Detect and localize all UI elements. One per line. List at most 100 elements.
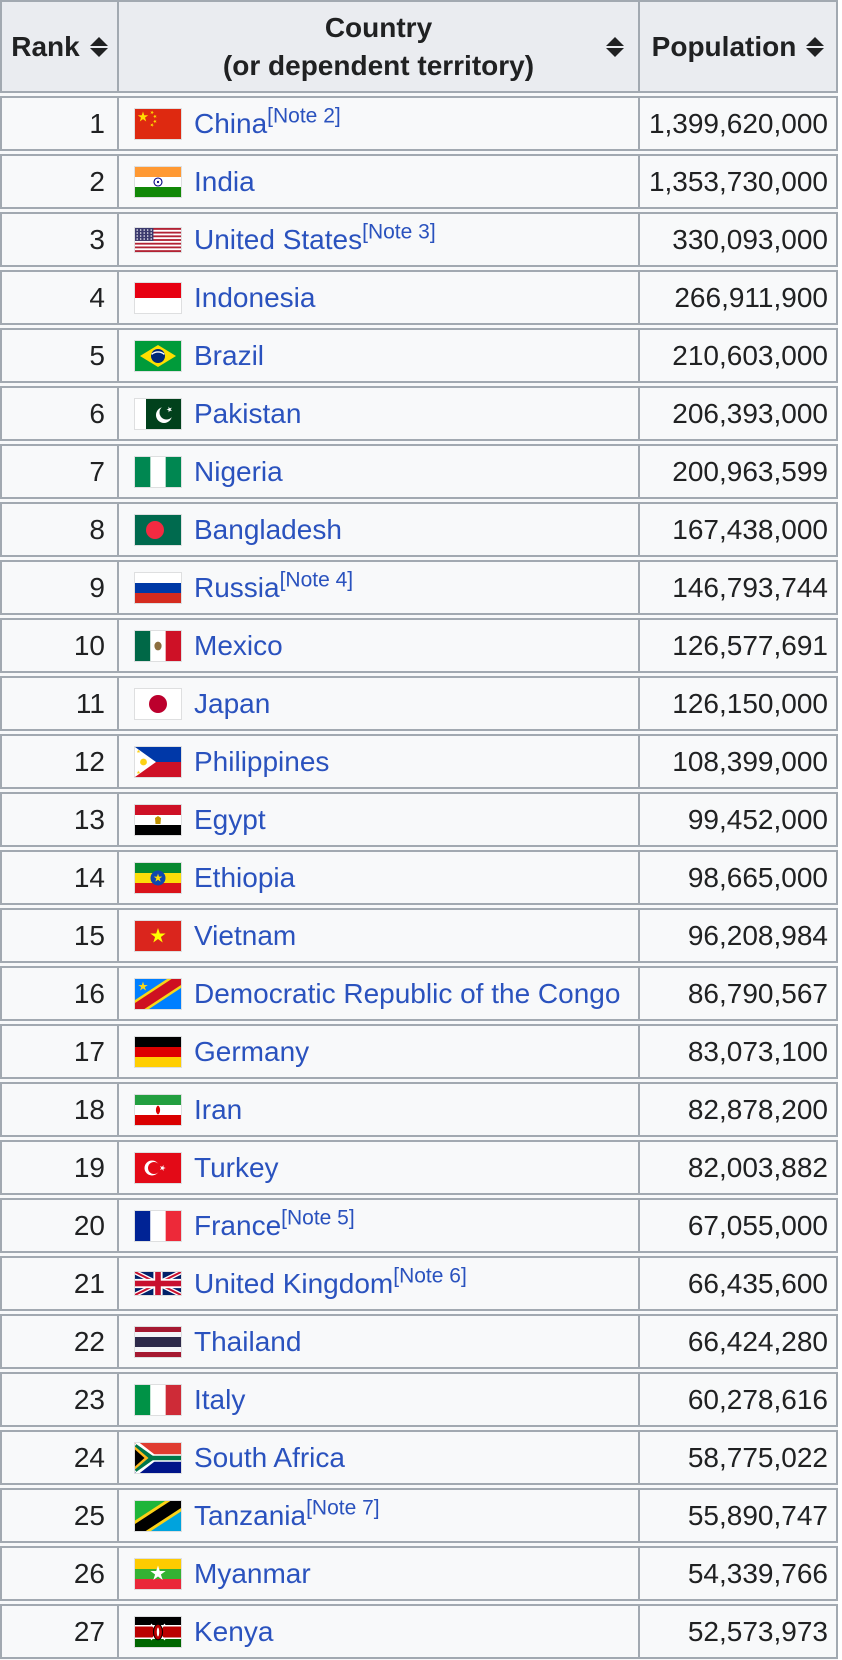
country-cell: Iran [117, 1082, 638, 1137]
population-cell: 82,878,200 [638, 1082, 838, 1137]
flag-icon-egypt [135, 804, 181, 835]
population-cell: 200,963,599 [638, 444, 838, 499]
rank-cell: 17 [0, 1024, 117, 1079]
country-cell: Bangladesh [117, 502, 638, 557]
note-link[interactable]: [Note 7] [306, 1496, 380, 1520]
flag-icon-turkey [135, 1152, 181, 1183]
country-link[interactable]: Myanmar [194, 1557, 311, 1589]
flag-icon-china [135, 108, 181, 139]
country-link[interactable]: United Kingdom [194, 1267, 394, 1299]
table-row: 27 Kenya 52,573,973 [0, 1604, 838, 1659]
population-cell: 266,911,900 [638, 270, 838, 325]
country-link[interactable]: Mexico [194, 629, 283, 661]
header-rank-label: Rank [11, 30, 80, 62]
table-row: 12 Philippines 108,399,000 [0, 734, 838, 789]
rank-cell: 15 [0, 908, 117, 963]
country-link[interactable]: United States [194, 223, 363, 255]
country-link[interactable]: Germany [194, 1035, 310, 1067]
population-cell: 54,339,766 [638, 1546, 838, 1601]
table-row: 22 Thailand 66,424,280 [0, 1314, 838, 1369]
country-link[interactable]: Russia [194, 571, 280, 603]
country-link[interactable]: South Africa [194, 1441, 345, 1473]
population-cell: 1,353,730,000 [638, 154, 838, 209]
rank-cell: 22 [0, 1314, 117, 1369]
country-cell: Egypt [117, 792, 638, 847]
flag-icon-mexico [135, 630, 181, 661]
country-cell: China[Note 2] [117, 96, 638, 151]
country-link[interactable]: China [194, 107, 268, 139]
note-link[interactable]: [Note 2] [267, 104, 341, 128]
country-link[interactable]: India [194, 165, 255, 197]
table-row: 23 Italy 60,278,616 [0, 1372, 838, 1427]
population-cell: 126,150,000 [638, 676, 838, 731]
sort-arrows-icon[interactable] [606, 36, 624, 57]
flag-icon-italy [135, 1384, 181, 1415]
country-link[interactable]: Thailand [194, 1325, 302, 1357]
country-cell: Democratic Republic of the Congo [117, 966, 638, 1021]
flag-icon-uk [135, 1272, 181, 1295]
flag-icon-indonesia [135, 282, 181, 313]
rank-cell: 9 [0, 560, 117, 615]
table-row: 17 Germany 83,073,100 [0, 1024, 838, 1079]
population-cell: 60,278,616 [638, 1372, 838, 1427]
note-link[interactable]: [Note 6] [393, 1264, 467, 1288]
flag-icon-kenya [135, 1616, 181, 1647]
country-cell: Turkey [117, 1140, 638, 1195]
header-population[interactable]: Population [638, 0, 838, 93]
country-link[interactable]: Italy [194, 1383, 246, 1415]
note-link[interactable]: [Note 3] [362, 220, 436, 244]
country-link[interactable]: Vietnam [194, 919, 297, 951]
country-link[interactable]: Brazil [194, 339, 265, 371]
population-cell: 55,890,747 [638, 1488, 838, 1543]
table-row: 15 Vietnam 96,208,984 [0, 908, 838, 963]
population-cell: 96,208,984 [638, 908, 838, 963]
rank-cell: 3 [0, 212, 117, 267]
rank-cell: 7 [0, 444, 117, 499]
header-country[interactable]: Country (or dependent territory) [117, 0, 638, 93]
population-cell: 66,424,280 [638, 1314, 838, 1369]
country-cell: Pakistan [117, 386, 638, 441]
country-link[interactable]: Turkey [194, 1151, 279, 1183]
country-link[interactable]: Ethiopia [194, 861, 296, 893]
country-link[interactable]: Tanzania [194, 1499, 307, 1531]
country-cell: United States[Note 3] [117, 212, 638, 267]
country-cell: Tanzania[Note 7] [117, 1488, 638, 1543]
flag-icon-ethiopia [135, 862, 181, 893]
table-row: 16 Democratic Republic of the Congo 86,790… [0, 966, 838, 1021]
population-cell: 58,775,022 [638, 1430, 838, 1485]
country-link[interactable]: Democratic Republic of the Congo [194, 977, 621, 1009]
rank-cell: 26 [0, 1546, 117, 1601]
table-row: 18 Iran 82,878,200 [0, 1082, 838, 1137]
country-link[interactable]: Japan [194, 687, 271, 719]
country-cell: Vietnam [117, 908, 638, 963]
population-cell: 99,452,000 [638, 792, 838, 847]
flag-icon-philippines [135, 746, 181, 777]
country-link[interactable]: Egypt [194, 803, 266, 835]
sort-arrows-icon[interactable] [806, 36, 825, 57]
country-link[interactable]: Nigeria [194, 455, 283, 487]
country-link[interactable]: Philippines [194, 745, 330, 777]
country-cell: Japan [117, 676, 638, 731]
country-link[interactable]: Bangladesh [194, 513, 342, 545]
country-link[interactable]: Iran [194, 1093, 243, 1125]
rank-cell: 25 [0, 1488, 117, 1543]
table-row: 11 Japan 126,150,000 [0, 676, 838, 731]
flag-icon-nigeria [135, 456, 181, 487]
population-cell: 146,793,744 [638, 560, 838, 615]
header-rank[interactable]: Rank [0, 0, 117, 93]
flag-icon-japan [135, 688, 181, 719]
sort-arrows-icon[interactable] [89, 36, 108, 57]
note-link[interactable]: [Note 5] [281, 1206, 355, 1230]
country-link[interactable]: Indonesia [194, 281, 316, 313]
country-link[interactable]: Kenya [194, 1615, 274, 1647]
note-link[interactable]: [Note 4] [279, 568, 354, 592]
rank-cell: 10 [0, 618, 117, 673]
country-link[interactable]: France [194, 1209, 282, 1241]
country-link[interactable]: Pakistan [194, 397, 302, 429]
population-cell: 86,790,567 [638, 966, 838, 1021]
rank-cell: 16 [0, 966, 117, 1021]
header-population-label: Population [651, 30, 797, 62]
table-row: 6 Pakistan 206,393,000 [0, 386, 838, 441]
header-row: Rank Country (or dependent territory) Po… [0, 0, 838, 93]
table-row: 3 United States[Note 3] 330,093,000 [0, 212, 838, 267]
